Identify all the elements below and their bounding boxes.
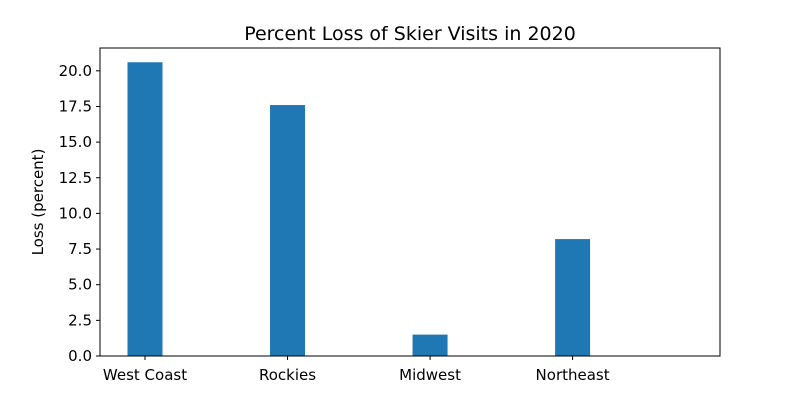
y-tick-label: 7.5 <box>68 240 92 258</box>
y-tick-label: 0.0 <box>68 347 92 365</box>
x-axis: West Coast Rockies Midwest Northeast <box>103 356 610 384</box>
y-tick-label: 2.5 <box>68 311 92 329</box>
x-tick-label: Midwest <box>399 366 461 384</box>
y-axis: 0.0 2.5 5.0 7.5 10.0 12.5 15.0 17.5 20.0 <box>59 62 100 365</box>
bar-rockies <box>270 105 306 356</box>
plot-frame <box>99 47 721 357</box>
bar-northeast <box>555 239 591 356</box>
bar-midwest <box>412 334 448 356</box>
y-tick-label: 17.5 <box>59 97 92 115</box>
y-tick-label: 20.0 <box>59 62 92 80</box>
chart-title: Percent Loss of Skier Visits in 2020 <box>244 23 576 45</box>
y-tick-label: 10.0 <box>59 204 92 222</box>
bar-west-coast <box>127 62 163 356</box>
bars-group <box>127 62 591 356</box>
x-tick-label: West Coast <box>103 366 187 384</box>
y-tick-label: 12.5 <box>59 169 92 187</box>
y-axis-label: Loss (percent) <box>29 149 47 256</box>
y-tick-label: 5.0 <box>68 276 92 294</box>
x-tick-label: Northeast <box>536 366 610 384</box>
x-tick-label: Rockies <box>259 366 316 384</box>
y-tick-label: 15.0 <box>59 133 92 151</box>
